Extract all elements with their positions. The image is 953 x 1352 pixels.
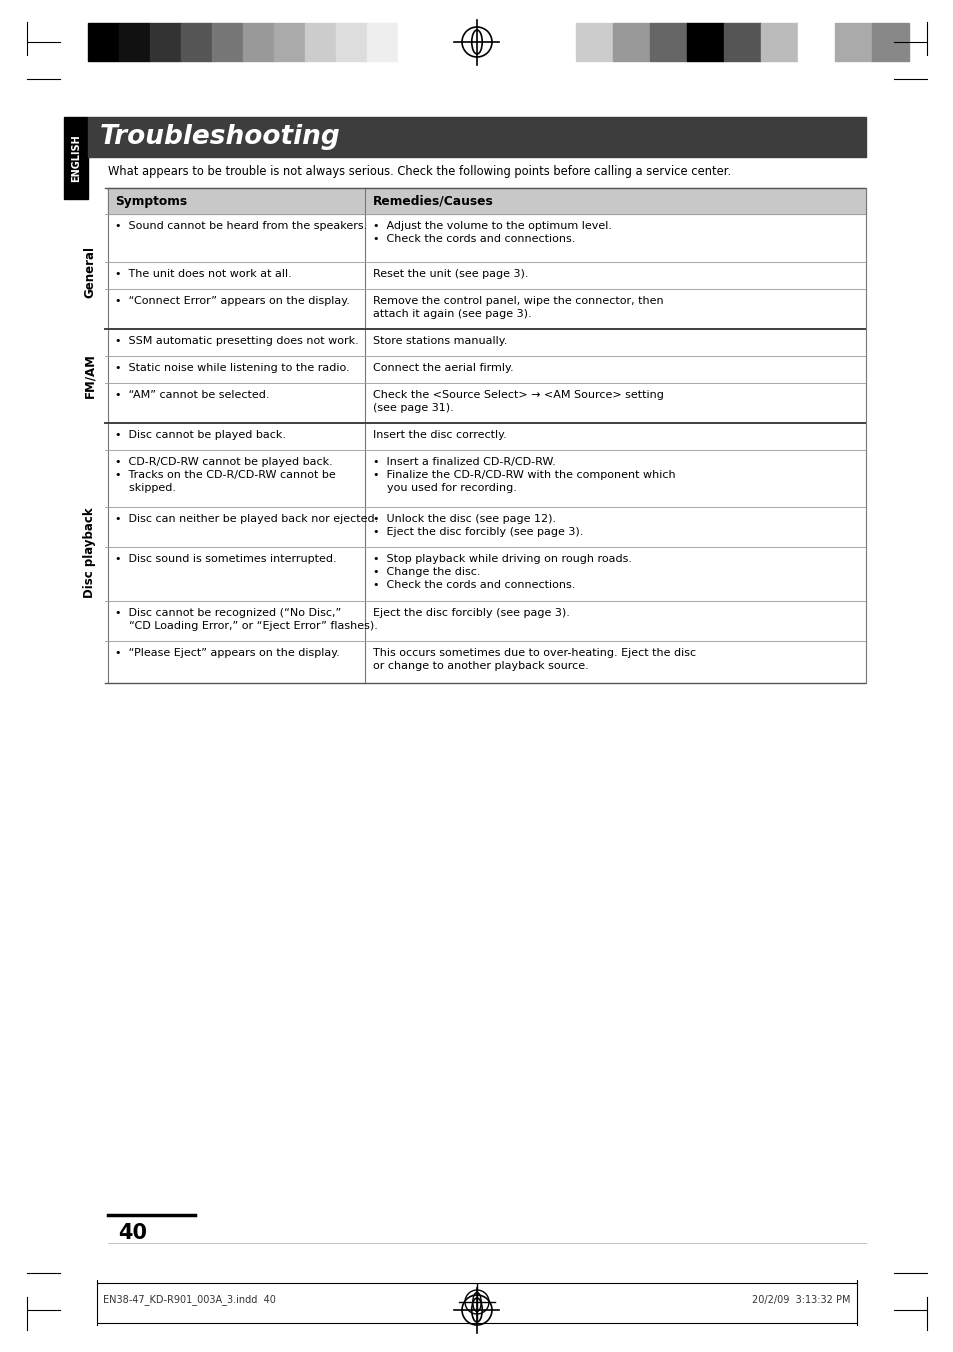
Text: General: General — [84, 246, 96, 297]
Text: Eject the disc forcibly (see page 3).: Eject the disc forcibly (see page 3). — [373, 608, 569, 618]
Bar — [119, 23, 150, 61]
Text: •  Disc cannot be recognized (“No Disc,”
    “CD Loading Error,” or “Eject Error: • Disc cannot be recognized (“No Disc,” … — [115, 608, 377, 631]
Bar — [88, 118, 865, 157]
Bar — [305, 23, 335, 61]
Bar — [397, 23, 429, 61]
Bar — [760, 23, 797, 61]
Text: •  Disc sound is sometimes interrupted.: • Disc sound is sometimes interrupted. — [115, 554, 336, 564]
Text: •  Sound cannot be heard from the speakers.: • Sound cannot be heard from the speaker… — [115, 220, 367, 231]
Text: •  Disc cannot be played back.: • Disc cannot be played back. — [115, 430, 286, 439]
Text: •  SSM automatic presetting does not work.: • SSM automatic presetting does not work… — [115, 337, 358, 346]
Text: 20/2/09  3:13:32 PM: 20/2/09 3:13:32 PM — [752, 1295, 850, 1305]
Bar — [274, 23, 305, 61]
Text: •  CD-R/CD-RW cannot be played back.
•  Tracks on the CD-R/CD-RW cannot be
    s: • CD-R/CD-RW cannot be played back. • Tr… — [115, 457, 335, 493]
Bar — [367, 23, 397, 61]
Text: •  “Please Eject” appears on the display.: • “Please Eject” appears on the display. — [115, 648, 339, 658]
Text: Remove the control panel, wipe the connector, then
attach it again (see page 3).: Remove the control panel, wipe the conne… — [373, 296, 663, 319]
Text: This occurs sometimes due to over-heating. Eject the disc
or change to another p: This occurs sometimes due to over-heatin… — [373, 648, 696, 671]
Bar — [335, 23, 367, 61]
Text: Insert the disc correctly.: Insert the disc correctly. — [373, 430, 506, 439]
Text: 40: 40 — [118, 1224, 147, 1242]
Bar — [181, 23, 212, 61]
Text: Symptoms: Symptoms — [115, 195, 187, 207]
Text: What appears to be trouble is not always serious. Check the following points bef: What appears to be trouble is not always… — [108, 165, 730, 178]
Text: •  Insert a finalized CD-R/CD-RW.
•  Finalize the CD-R/CD-RW with the component : • Insert a finalized CD-R/CD-RW. • Final… — [373, 457, 675, 493]
Text: •  Disc can neither be played back nor ejected.: • Disc can neither be played back nor ej… — [115, 514, 377, 525]
Bar — [613, 23, 649, 61]
Bar — [212, 23, 243, 61]
Bar — [88, 23, 119, 61]
Bar — [686, 23, 723, 61]
Text: Connect the aerial firmly.: Connect the aerial firmly. — [373, 362, 513, 373]
Text: ENGLISH: ENGLISH — [71, 134, 81, 183]
Text: •  “Connect Error” appears on the display.: • “Connect Error” appears on the display… — [115, 296, 350, 306]
Bar — [576, 23, 613, 61]
Bar — [64, 118, 88, 199]
Text: •  Adjust the volume to the optimum level.
•  Check the cords and connections.: • Adjust the volume to the optimum level… — [373, 220, 612, 245]
Text: Check the <Source Select> → <AM Source> setting
(see page 31).: Check the <Source Select> → <AM Source> … — [373, 389, 663, 414]
Text: •  The unit does not work at all.: • The unit does not work at all. — [115, 269, 292, 279]
Bar — [649, 23, 686, 61]
Text: •  Stop playback while driving on rough roads.
•  Change the disc.
•  Check the : • Stop playback while driving on rough r… — [373, 554, 631, 591]
Bar — [243, 23, 274, 61]
Text: Remedies/Causes: Remedies/Causes — [373, 195, 494, 207]
Bar — [871, 23, 908, 61]
Text: Disc playback: Disc playback — [84, 508, 96, 599]
Bar — [797, 23, 834, 61]
Text: Troubleshooting: Troubleshooting — [100, 124, 340, 150]
Bar — [150, 23, 181, 61]
Text: •  Unlock the disc (see page 12).
•  Eject the disc forcibly (see page 3).: • Unlock the disc (see page 12). • Eject… — [373, 514, 583, 537]
Text: Reset the unit (see page 3).: Reset the unit (see page 3). — [373, 269, 528, 279]
Bar — [723, 23, 760, 61]
Text: FM/AM: FM/AM — [84, 354, 96, 399]
Text: •  “AM” cannot be selected.: • “AM” cannot be selected. — [115, 389, 269, 400]
Text: Store stations manually.: Store stations manually. — [373, 337, 507, 346]
Bar — [108, 188, 865, 214]
Text: EN38-47_KD-R901_003A_3.indd  40: EN38-47_KD-R901_003A_3.indd 40 — [103, 1295, 275, 1306]
Bar — [834, 23, 871, 61]
Text: •  Static noise while listening to the radio.: • Static noise while listening to the ra… — [115, 362, 349, 373]
